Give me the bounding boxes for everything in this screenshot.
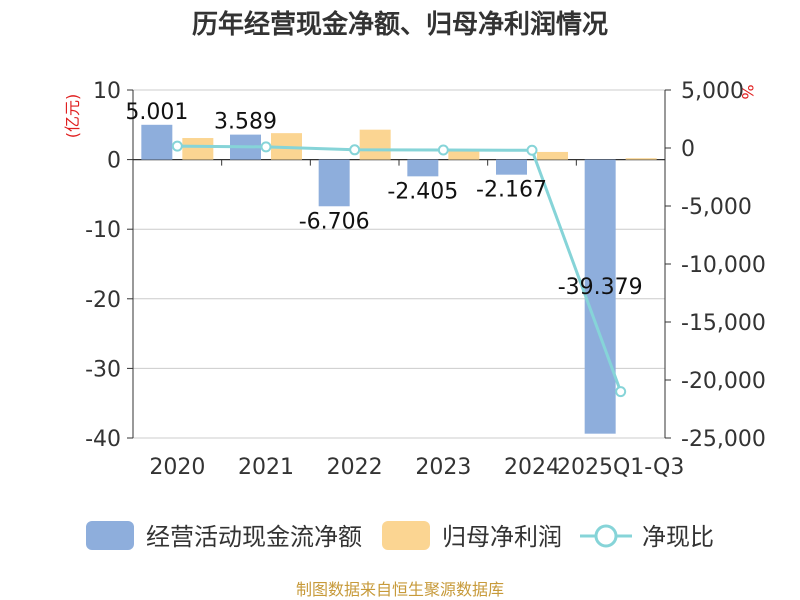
right-tick-label: -25,000: [681, 427, 766, 452]
cashflow-bar: [141, 124, 173, 160]
ratio-line: [171, 140, 627, 398]
profit-bar: [537, 151, 568, 160]
ratio-point: [349, 144, 361, 156]
left-axis-unit: (亿元): [63, 94, 82, 139]
profit-bar: [359, 129, 391, 160]
profit-bar: [625, 158, 657, 160]
legend-marker-ratio: [594, 524, 618, 548]
source-note: 制图数据来自恒生聚源数据库: [296, 580, 504, 599]
cashflow-bar: [318, 159, 350, 207]
category-label: 2023: [415, 455, 471, 480]
right-tick-label: 0: [681, 137, 695, 162]
left-tick-label: -20: [85, 288, 121, 313]
ratio-point: [171, 140, 183, 152]
legend-label-ratio: 净现比: [642, 523, 714, 551]
left-tick-label: -40: [85, 427, 121, 452]
ratio-point: [615, 386, 627, 398]
cashflow-bar: [584, 159, 616, 434]
right-axis-unit: %: [738, 84, 757, 99]
right-tick-label: -10,000: [681, 253, 766, 278]
data-labels: 5.001 3.589 -6.706 -2.405 -2.167 -39.379: [125, 100, 642, 300]
right-tick-label: -5,000: [681, 195, 752, 220]
chart-title: 历年经营现金净额、归母净利润情况: [192, 9, 608, 40]
ratio-point: [526, 144, 538, 156]
cashflow-bar: [407, 159, 439, 177]
right-tick-label: 5,000: [681, 79, 744, 104]
cashflow-data-label: -2.405: [387, 179, 458, 204]
cashflow-data-label: -6.706: [299, 209, 370, 234]
category-label: 2021: [238, 455, 294, 480]
legend-label-profit: 归母净利润: [442, 523, 562, 551]
legend: 经营活动现金流净额 归母净利润 净现比: [86, 521, 714, 551]
left-tick-label: -30: [85, 357, 121, 382]
cashflow-bar: [496, 159, 527, 175]
bars: [141, 124, 657, 434]
cashflow-data-label: -2.167: [476, 178, 547, 203]
cashflow-data-label: -39.379: [558, 275, 643, 300]
left-tick-label: -10: [85, 218, 121, 243]
cashflow-data-label: 5.001: [125, 100, 188, 125]
profit-bar: [448, 149, 480, 160]
legend-label-cashflow: 经营活动现金流净额: [146, 523, 362, 551]
ratio-line-path: [177, 144, 623, 393]
ratio-point: [437, 144, 449, 156]
profit-bar: [182, 138, 214, 160]
category-label: 2024: [504, 455, 560, 480]
cashflow-data-label: 3.589: [214, 110, 277, 135]
ratio-point: [260, 141, 272, 153]
right-tick-label: -20,000: [681, 369, 766, 394]
legend-swatch-profit: [382, 521, 430, 550]
category-label: 2025Q1-Q3: [557, 455, 684, 480]
category-label: 2022: [327, 455, 383, 480]
right-tick-label: -15,000: [681, 311, 766, 336]
left-tick-label: 10: [93, 79, 121, 104]
left-tick-label: 0: [107, 149, 121, 174]
legend-swatch-cashflow: [86, 521, 134, 550]
axes: 10 0 -10 -20 -30 -40 5,000 0 -5,000 -10,000 -15,00…: [85, 79, 766, 480]
category-label: 2020: [149, 455, 205, 480]
